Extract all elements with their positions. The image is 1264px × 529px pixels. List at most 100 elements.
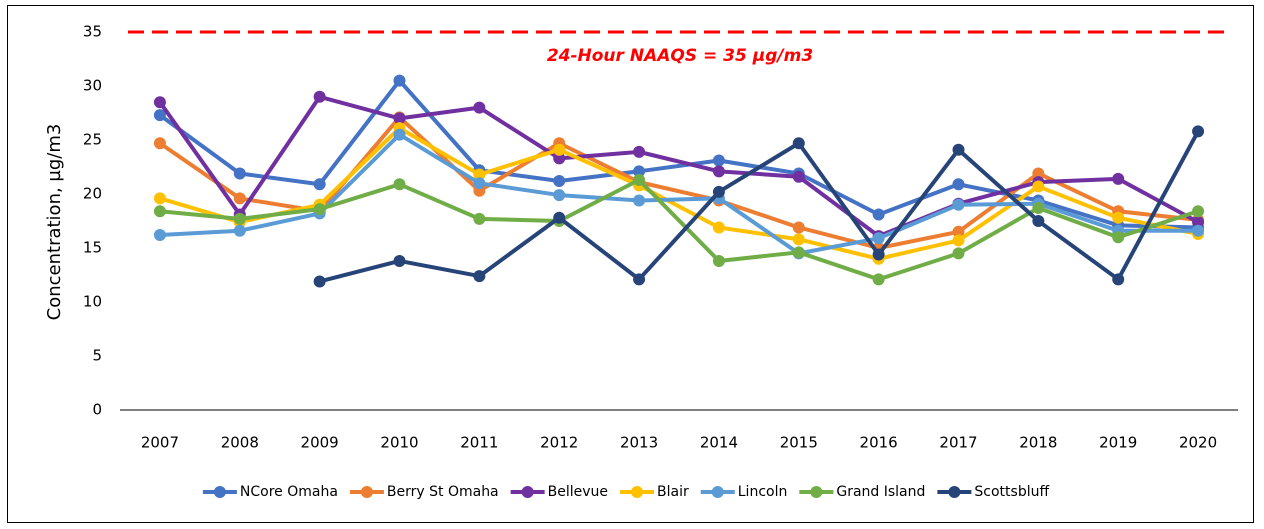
- legend-item: Lincoln: [700, 484, 787, 500]
- data-point: [792, 137, 805, 150]
- data-point: [872, 232, 885, 245]
- data-point: [1192, 224, 1205, 237]
- data-point: [313, 90, 326, 103]
- data-point: [712, 221, 725, 234]
- x-tick-label: 2012: [540, 434, 578, 452]
- x-tick-label: 2020: [1179, 434, 1217, 452]
- data-point: [153, 192, 166, 205]
- data-point: [712, 254, 725, 267]
- data-point: [473, 177, 486, 190]
- data-point: [952, 247, 965, 260]
- legend-marker: [213, 486, 226, 498]
- data-point: [633, 273, 646, 286]
- data-point: [313, 178, 326, 191]
- data-point: [153, 109, 166, 122]
- data-point: [952, 143, 965, 156]
- legend-item: Bellevue: [510, 484, 608, 500]
- y-tick-label: 35: [83, 23, 102, 41]
- data-point: [1112, 273, 1125, 286]
- data-point: [153, 96, 166, 109]
- data-point: [153, 205, 166, 218]
- data-point: [712, 185, 725, 198]
- data-point: [792, 233, 805, 246]
- data-point: [792, 170, 805, 183]
- data-point: [153, 229, 166, 242]
- data-point: [792, 246, 805, 259]
- data-point: [1192, 216, 1205, 229]
- legend-label: Bellevue: [548, 484, 608, 500]
- legend-item: Grand Island: [799, 484, 925, 500]
- data-point: [393, 254, 406, 267]
- x-tick-label: 2019: [1099, 434, 1137, 452]
- data-point: [952, 198, 965, 211]
- legend-marker: [810, 486, 823, 498]
- legend-item: NCore Omaha: [202, 484, 338, 500]
- annotation: 24-Hour NAAQS = 35 µg/m3: [547, 46, 813, 66]
- series-line: [158, 94, 1200, 239]
- x-tick-label: 2014: [700, 434, 738, 452]
- data-point: [952, 178, 965, 191]
- data-point: [952, 225, 965, 238]
- series-line: [159, 126, 1199, 261]
- x-tick-label: 2016: [860, 434, 898, 452]
- legend-marker: [521, 486, 534, 498]
- data-point: [1112, 172, 1125, 185]
- data-point: [1192, 205, 1205, 218]
- data-point: [712, 154, 725, 167]
- data-point: [1032, 180, 1045, 193]
- data-point: [473, 168, 486, 181]
- data-point: [553, 189, 566, 202]
- data-point: [952, 234, 965, 247]
- data-point: [473, 270, 486, 283]
- x-tick-label: 2013: [620, 434, 658, 452]
- x-tick-label: 2007: [141, 434, 179, 452]
- data-point: [553, 152, 566, 165]
- legend-label: NCore Omaha: [240, 484, 338, 500]
- x-tick-label: 2018: [1019, 434, 1057, 452]
- x-tick-label: 2009: [301, 434, 339, 452]
- y-tick-label: 30: [83, 77, 102, 95]
- legend-label: Berry St Omaha: [387, 484, 499, 500]
- legend-label: Grand Island: [836, 484, 925, 500]
- legend-item: Berry St Omaha: [349, 484, 499, 500]
- data-point: [393, 178, 406, 191]
- data-point: [393, 128, 406, 141]
- legend-marker: [360, 486, 373, 498]
- y-tick-label: 20: [83, 185, 102, 203]
- data-point: [553, 175, 566, 188]
- series-line: [319, 130, 1200, 284]
- data-point: [872, 248, 885, 261]
- data-point: [633, 173, 646, 186]
- data-point: [233, 167, 246, 180]
- data-point: [313, 275, 326, 288]
- legend-label: Scottsbluff: [974, 484, 1049, 500]
- series-line: [159, 177, 1199, 282]
- data-point: [393, 74, 406, 87]
- y-tick-label: 25: [83, 131, 102, 149]
- y-tick-label: 0: [92, 401, 102, 419]
- y-tick-label: 10: [83, 293, 102, 311]
- data-point: [633, 165, 646, 178]
- data-point: [633, 145, 646, 158]
- data-point: [153, 137, 166, 150]
- y-tick-label: 15: [83, 239, 102, 257]
- data-point: [313, 203, 326, 216]
- data-point: [233, 192, 246, 205]
- data-point: [393, 112, 406, 125]
- x-tick-label: 2010: [380, 434, 418, 452]
- data-point: [233, 224, 246, 237]
- data-point: [1192, 125, 1205, 138]
- data-point: [1032, 215, 1045, 227]
- data-point: [473, 212, 486, 225]
- x-tick-label: 2011: [460, 434, 498, 452]
- data-point: [633, 194, 646, 207]
- y-tick-label: 5: [92, 347, 102, 365]
- legend-marker: [948, 486, 961, 498]
- legend-item: Scottsbluff: [937, 484, 1049, 500]
- y-axis-label: Concentration, µg/m3: [44, 124, 65, 321]
- data-point: [1112, 211, 1125, 224]
- data-point: [712, 165, 725, 178]
- x-tick-label: 2015: [780, 434, 818, 452]
- series-line: [158, 115, 1199, 250]
